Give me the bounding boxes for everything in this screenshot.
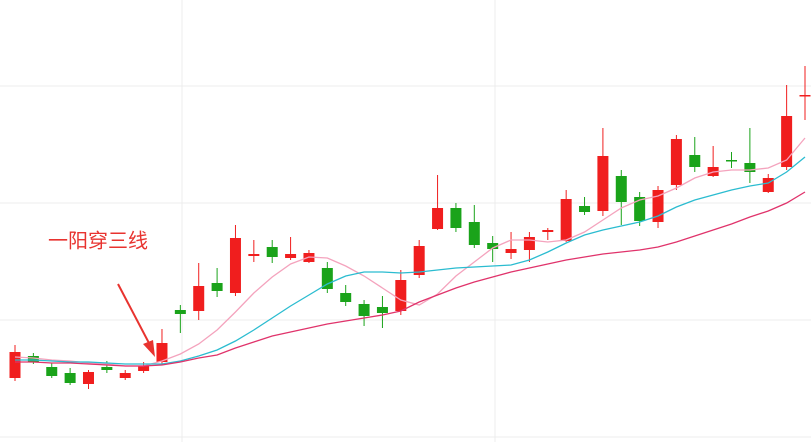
candle-body (64, 373, 76, 383)
candle-body (46, 367, 58, 376)
candle-body (781, 116, 793, 167)
candle-body (579, 206, 591, 212)
candle-body (468, 222, 480, 245)
annotation: 一阳穿三线 (48, 229, 148, 253)
candle-body (744, 163, 756, 172)
candle-body (487, 243, 499, 249)
arrow (117, 283, 151, 346)
candle-body (395, 280, 407, 311)
candle-body (799, 95, 811, 97)
candle-body (229, 238, 241, 293)
candle-body (248, 254, 260, 256)
candle-body (27, 356, 39, 362)
candles (9, 66, 811, 389)
candle-body (138, 366, 150, 371)
candle-body (670, 139, 682, 185)
candle-body (82, 372, 94, 384)
arrow-head (143, 340, 155, 357)
moving-average-line (14, 137, 806, 367)
moving-average-line (15, 156, 806, 365)
candle-body (450, 208, 462, 228)
candle-body (560, 199, 572, 241)
candle-body (9, 352, 21, 378)
candle-body (762, 178, 774, 192)
moving-average-line (15, 191, 806, 367)
candle-body (689, 155, 701, 167)
candle-body (413, 246, 425, 275)
plot (0, 66, 811, 438)
candle-body (432, 208, 444, 229)
candle-body (726, 160, 738, 162)
candle-body (193, 286, 205, 311)
candle-body (321, 268, 333, 289)
candle-body (119, 373, 131, 378)
candle-body (358, 304, 370, 316)
candle-body (652, 190, 664, 222)
candle-body (340, 293, 352, 302)
candle-body (101, 367, 113, 370)
candle-body (211, 283, 223, 291)
candle-body (174, 310, 186, 314)
candle-body (597, 156, 609, 211)
candle-body (523, 237, 535, 250)
candle-body (266, 247, 278, 257)
candle-body (285, 254, 297, 258)
candle-body (156, 343, 168, 362)
candle-body (634, 197, 646, 221)
candle-body (376, 307, 388, 313)
candle-body (505, 249, 517, 253)
candle-body (542, 230, 554, 232)
candle-body (615, 176, 627, 202)
